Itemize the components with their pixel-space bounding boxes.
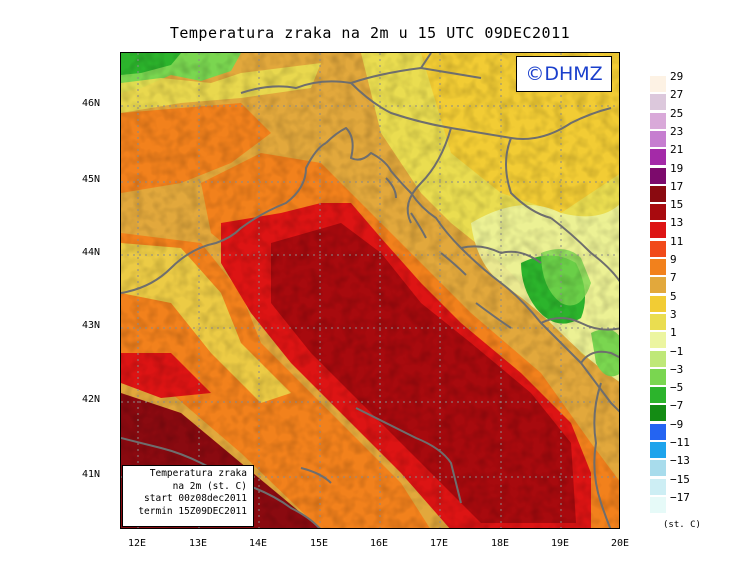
legend-swatch [650,478,666,495]
lon-label-19e: 19E [550,538,570,549]
lat-label-41n: 41N [82,469,101,480]
lat-label-45n: 45N [82,174,101,185]
lon-label-12e: 12E [127,538,147,549]
legend-swatch [650,149,666,166]
legend-swatch [650,130,666,147]
legend-label: 23 [670,124,684,138]
legend-swatch [650,76,666,92]
legend-label: 21 [670,143,684,157]
lon-label-13e: 13E [188,538,208,549]
temperature-map [120,52,620,529]
lon-label-16e: 16E [369,538,389,549]
legend-swatch [650,222,666,239]
legend-label: −1 [670,344,684,358]
legend-label: 13 [670,216,684,230]
lat-label-44n: 44N [82,247,101,258]
legend-swatch [650,204,666,221]
legend-label: 7 [670,271,677,285]
lat-label-43n: 43N [82,320,101,331]
legend-label: 29 [670,70,684,83]
legend-swatch [650,240,666,257]
info-line-termin: termin 15Z09DEC2011 [138,505,247,517]
lon-label-17e: 17E [429,538,449,549]
legend-label: 17 [670,179,684,193]
map-info-box: Temperatura zraka na 2m (st. C) start 00… [122,465,254,527]
info-line-start: start 00z08dec2011 [144,493,247,504]
legend-swatch [650,405,666,422]
legend-label: −11 [670,436,690,449]
legend-unit: (st. C) [663,520,701,530]
legend-swatch [650,112,666,129]
legend-swatch [650,423,666,440]
lon-label-20e: 20E [610,538,630,549]
legend-label: 5 [670,289,677,303]
lat-label-42n: 42N [82,394,101,405]
legend-label: 11 [670,234,684,248]
legend-swatch [650,295,666,312]
field-texture [121,53,619,528]
legend-label: 9 [670,253,677,266]
legend-label: 27 [670,88,684,102]
legend-label: 3 [670,307,677,321]
legend-label: 19 [670,161,684,175]
legend-swatch [650,94,666,111]
map-title: Temperatura zraka na 2m u 15 UTC 09DEC20… [169,24,571,42]
legend-swatch [650,442,666,458]
legend-swatch [650,167,666,184]
legend-swatch [650,350,666,367]
lat-label-46n: 46N [82,98,101,109]
legend-swatch [650,460,666,477]
legend-label: −17 [670,490,690,504]
info-line-level-unit: na 2m (st. C) [172,480,247,492]
info-line-parameter: Temperatura zraka [149,468,247,479]
legend-label: −3 [670,362,684,376]
lon-label-14e: 14E [248,538,268,549]
legend-label: −7 [670,399,684,413]
map-canvas [121,53,619,528]
dhmz-copyright-badge: ©DHMZ [516,56,612,92]
legend-swatch [650,259,666,275]
coastlines-borders [121,53,619,528]
legend-swatch [650,496,666,513]
lon-label-15e: 15E [309,538,329,549]
legend-swatch [650,313,666,330]
legend-swatch [650,277,666,294]
legend-swatch [650,368,666,385]
legend-label: 1 [670,326,677,340]
legend-label: −9 [670,417,684,431]
legend-swatch [650,332,666,349]
legend-label: −13 [670,454,690,468]
legend-swatch [650,387,666,404]
legend-label: −5 [670,381,684,395]
lon-label-18e: 18E [490,538,510,549]
legend-label: 15 [670,198,684,212]
legend-label: −15 [670,472,690,486]
legend-label: 25 [670,106,684,120]
legend-swatch [650,185,666,202]
